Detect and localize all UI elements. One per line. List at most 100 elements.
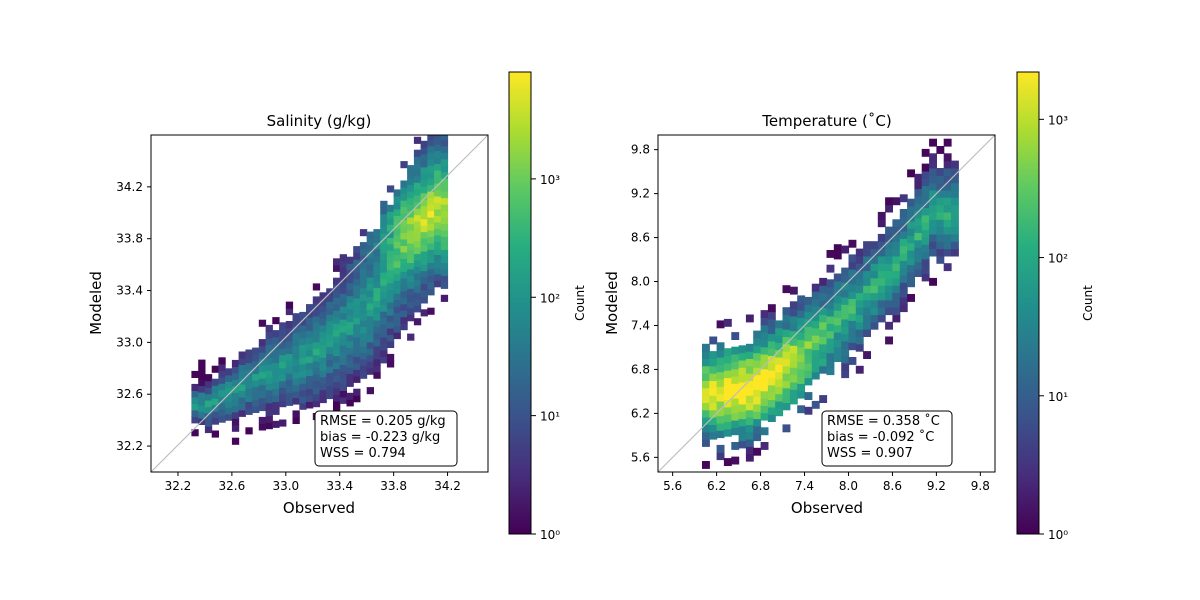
temperature-heatmap-cell xyxy=(723,362,732,371)
temperature-heatmap-cell xyxy=(892,285,901,294)
temperature-heatmap-cell xyxy=(760,412,769,421)
salinity-heatmap-cell xyxy=(420,179,428,187)
salinity-heatmap-cell xyxy=(386,334,395,342)
salinity-heatmap-cell xyxy=(299,311,307,319)
temperature-heatmap-cell xyxy=(885,233,893,242)
temperature-heatmap-cell xyxy=(826,352,835,361)
temperature-heatmap-cell xyxy=(833,280,842,289)
salinity-heatmap-cell xyxy=(393,260,401,268)
salinity-heatmap-cell xyxy=(380,259,388,267)
salinity-heatmap-cell xyxy=(285,301,294,309)
temperature-heatmap-cell xyxy=(841,333,850,342)
salinity-heatmap-cell xyxy=(346,353,354,361)
salinity-heatmap-cell xyxy=(386,237,395,245)
temperature-heatmap-cell xyxy=(738,367,747,376)
temperature-heatmap-cell xyxy=(731,398,740,406)
salinity-heatmap-cell xyxy=(440,178,449,186)
salinity-heatmap-cell xyxy=(407,249,415,257)
salinity-heatmap-cell xyxy=(407,184,415,192)
salinity-heatmap-cell xyxy=(434,176,442,184)
salinity-heatmap-cell xyxy=(231,372,240,380)
temperature-heatmap-cell xyxy=(848,261,857,270)
salinity-heatmap-cell xyxy=(366,276,374,284)
temperature-heatmap-cell xyxy=(914,225,923,233)
salinity-heatmap-cell xyxy=(366,328,374,336)
salinity-heatmap-cell xyxy=(319,311,327,319)
salinity-colorbar-tick-label: 10¹ xyxy=(540,410,560,424)
temperature-heatmap-cell xyxy=(702,358,710,367)
temperature-heatmap-cell xyxy=(760,427,769,436)
temperature-heatmap-cell xyxy=(767,377,776,386)
salinity-one-to-one-line xyxy=(150,134,489,473)
temperature-heatmap-cell xyxy=(826,330,835,339)
temperature-heatmap-cell xyxy=(848,327,857,336)
temperature-heatmap-cell xyxy=(826,294,835,302)
salinity-heatmap-cell xyxy=(225,413,233,421)
salinity-heatmap-cell xyxy=(238,409,246,417)
temperature-heatmap-cell xyxy=(921,236,930,245)
temperature-heatmap-cell xyxy=(702,380,710,389)
temperature-heatmap-cell xyxy=(899,238,908,247)
salinity-heatmap-cell xyxy=(386,243,395,251)
temperature-heatmap-cell xyxy=(702,365,710,374)
temperature-heatmap-cell xyxy=(899,289,908,298)
salinity-heatmap-cell xyxy=(265,402,273,410)
salinity-heatmap-cell xyxy=(373,261,381,269)
salinity-heatmap-cell xyxy=(400,316,408,324)
salinity-heatmap-cell xyxy=(191,390,199,398)
temperature-heatmap-cell xyxy=(885,204,893,213)
temperature-heatmap-cell xyxy=(921,251,930,260)
temperature-heatmap-cell xyxy=(877,299,886,308)
temperature-heatmap-cell xyxy=(848,269,857,277)
temperature-heatmap-cell xyxy=(885,292,893,301)
salinity-heatmap-cell xyxy=(292,365,300,373)
temperature-heatmap-cell xyxy=(738,411,747,420)
temperature-heatmap-cell xyxy=(716,415,725,424)
salinity-title: Salinity (g/kg) xyxy=(267,112,372,130)
temperature-heatmap-cell xyxy=(951,204,959,213)
temperature-heatmap-cell xyxy=(760,398,769,406)
temperature-heatmap-cell xyxy=(921,192,930,201)
temperature-heatmap-cell xyxy=(767,333,776,342)
temperature-heatmap-cell xyxy=(899,231,908,239)
temperature-heatmap-cell xyxy=(833,339,842,348)
salinity-heatmap-cell xyxy=(333,375,341,383)
salinity-heatmap-cell xyxy=(319,350,327,358)
salinity-heatmap-cell xyxy=(393,241,401,249)
salinity-heatmap-cell xyxy=(333,342,341,350)
temperature-heatmap-cell xyxy=(870,255,879,264)
salinity-heatmap-cell xyxy=(413,266,422,274)
salinity-heatmap-cell xyxy=(312,374,321,382)
salinity-heatmap-cell xyxy=(326,294,334,302)
salinity-heatmap-cell xyxy=(373,365,381,373)
salinity-heatmap-cell xyxy=(333,310,341,318)
salinity-heatmap-cell xyxy=(285,366,294,374)
salinity-heatmap-cell xyxy=(441,126,448,133)
temperature-x-ticks: 5.6 6.2 6.8 7.4 8.0 8.6 9.2 9.8 xyxy=(663,472,990,493)
temperature-heatmap-cell xyxy=(936,241,945,250)
salinity-heatmap-cell xyxy=(252,392,260,400)
temperature-heatmap-cell xyxy=(723,348,732,357)
salinity-heatmap-cell xyxy=(245,388,253,396)
salinity-heatmap-cell xyxy=(407,223,415,231)
salinity-heatmap-cell xyxy=(380,343,388,351)
temperature-heatmap-cell xyxy=(863,314,871,323)
temperature-heatmap-cell xyxy=(855,329,864,337)
salinity-heatmap-cell xyxy=(353,395,361,403)
temperature-heatmap-cell xyxy=(870,285,879,294)
salinity-heatmap-cell xyxy=(359,345,368,353)
salinity-heatmap-cell xyxy=(393,312,401,320)
salinity-heatmap-cell xyxy=(407,178,415,186)
salinity-heatmap-cell xyxy=(434,135,442,139)
salinity-heatmap-cell xyxy=(427,223,435,231)
temperature-heatmap-cell xyxy=(760,324,769,333)
temperature-title: Temperature (˚C) xyxy=(761,112,891,130)
salinity-heatmap-cell xyxy=(306,317,314,325)
salinity-heatmap-cell xyxy=(393,280,401,288)
temperature-heatmap-cell xyxy=(702,439,710,447)
temperature-heatmap-cell xyxy=(745,395,754,403)
temperature-heatmap-cell xyxy=(782,321,791,330)
salinity-heatmap-cell xyxy=(393,267,401,275)
salinity-heatmap-cell xyxy=(373,235,381,243)
salinity-heatmap-cell xyxy=(427,281,435,289)
